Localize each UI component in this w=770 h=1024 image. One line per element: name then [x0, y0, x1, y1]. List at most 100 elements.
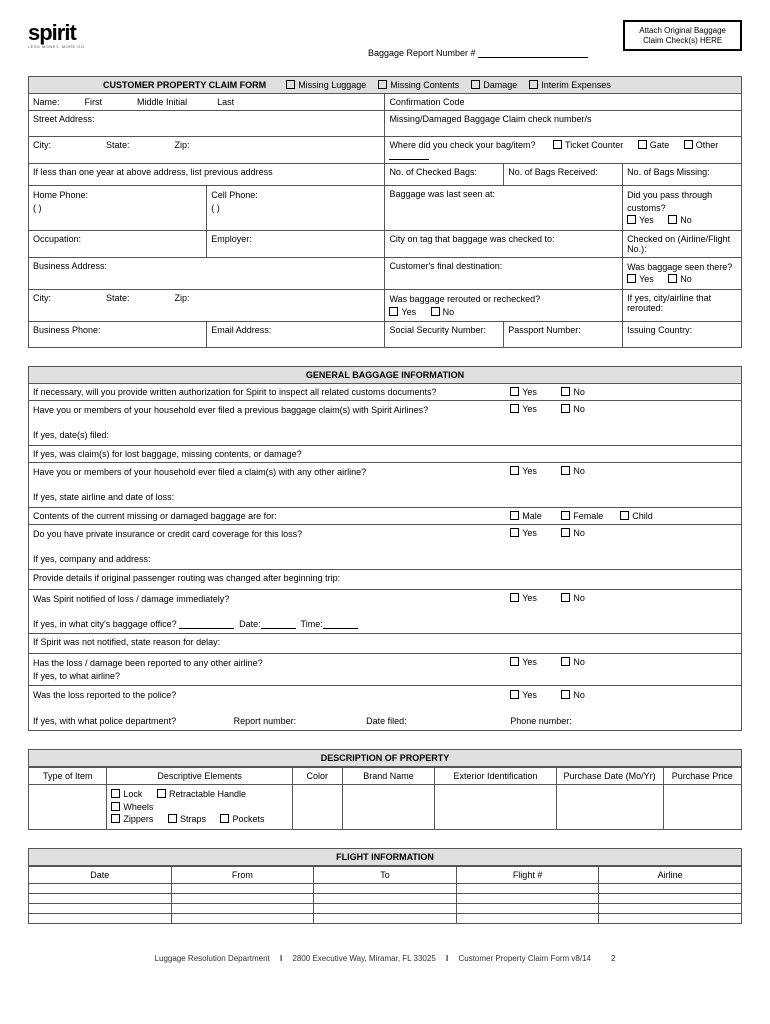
opt-missing-luggage[interactable]: Missing Luggage: [286, 80, 366, 90]
flight-row[interactable]: [171, 894, 314, 904]
flight-row[interactable]: [314, 914, 457, 924]
opt-lock[interactable]: Lock: [111, 788, 142, 801]
flight-row[interactable]: [314, 894, 457, 904]
q11-yn[interactable]: Yes No Phone number:: [506, 686, 741, 731]
rerouted-cell[interactable]: Was baggage rerouted or rechecked? Yes N…: [385, 289, 623, 321]
prop-extid-cell[interactable]: [435, 785, 556, 830]
q11-yes[interactable]: Yes: [510, 689, 537, 702]
prev-addr-cell[interactable]: If less than one year at above address, …: [29, 164, 385, 186]
flight-row[interactable]: [599, 894, 742, 904]
q6-yes[interactable]: Yes: [510, 528, 537, 538]
opt-zippers[interactable]: Zippers: [111, 813, 153, 826]
email-cell[interactable]: Email Address:: [207, 322, 385, 348]
q6-no[interactable]: No: [561, 528, 585, 538]
opt-ticket-counter[interactable]: Ticket Counter: [553, 140, 623, 150]
customs-yes[interactable]: Yes: [627, 214, 654, 227]
flight-row[interactable]: [599, 914, 742, 924]
passport-cell[interactable]: Passport Number:: [504, 322, 623, 348]
claim-check-cell[interactable]: Missing/Damaged Baggage Claim check numb…: [385, 111, 742, 137]
q10-no[interactable]: No: [561, 657, 585, 667]
employer-cell[interactable]: Employer:: [207, 230, 385, 257]
q9-cell[interactable]: If Spirit was not notified, state reason…: [29, 634, 742, 654]
opt-damage[interactable]: Damage: [471, 80, 517, 90]
flight-row[interactable]: [171, 884, 314, 894]
prop-brand-cell[interactable]: [342, 785, 435, 830]
rerouted-by-cell[interactable]: If yes, city/airline that rerouted:: [623, 289, 742, 321]
last-seen-cell[interactable]: Baggage was last seen at:: [385, 186, 623, 231]
q8-yes[interactable]: Yes: [510, 593, 537, 603]
q5-male[interactable]: Male: [510, 511, 542, 521]
q1-yn[interactable]: Yes No: [506, 384, 741, 401]
biz-phone-cell[interactable]: Business Phone:: [29, 322, 207, 348]
q2-yes[interactable]: Yes: [510, 404, 537, 414]
flight-row[interactable]: [314, 884, 457, 894]
cell-phone-cell[interactable]: Cell Phone: ( ): [207, 186, 385, 231]
customs-cell[interactable]: Did you pass through customs? Yes No: [623, 186, 742, 231]
q2-cell[interactable]: Have you or members of your household ev…: [29, 401, 507, 446]
opt-straps[interactable]: Straps: [168, 813, 206, 826]
ssn-cell[interactable]: Social Security Number:: [385, 322, 504, 348]
q1-no[interactable]: No: [561, 387, 585, 397]
flight-row[interactable]: [29, 904, 172, 914]
q4-yes[interactable]: Yes: [510, 466, 537, 476]
q6-yn[interactable]: Yes No: [506, 524, 741, 569]
q4-cell[interactable]: Have you or members of your household ev…: [29, 462, 507, 507]
flight-row[interactable]: [171, 904, 314, 914]
flight-row[interactable]: [29, 894, 172, 904]
opt-interim-expenses[interactable]: Interim Expenses: [529, 80, 611, 90]
where-check-cell[interactable]: Where did you check your bag/item? Ticke…: [385, 137, 742, 164]
home-phone-cell[interactable]: Home Phone: ( ): [29, 186, 207, 231]
flight-row[interactable]: [456, 884, 599, 894]
prop-desc-cell[interactable]: Lock Retractable Handle Wheels Zippers S…: [107, 785, 292, 830]
flight-row[interactable]: [314, 904, 457, 914]
prop-date-cell[interactable]: [556, 785, 663, 830]
name-cell[interactable]: Name: First Middle Initial Last: [29, 94, 385, 111]
q11-cell[interactable]: Was the loss reported to the police? If …: [29, 686, 507, 731]
q10-cell[interactable]: Has the loss / damage been reported to a…: [29, 654, 507, 686]
seen-there-cell[interactable]: Was baggage seen there? Yes No: [623, 257, 742, 289]
q3-cell[interactable]: If yes, was claim(s) for lost baggage, m…: [29, 445, 742, 462]
q2-no[interactable]: No: [561, 404, 585, 414]
checked-on-cell[interactable]: Checked on (Airline/Flight No.):: [623, 230, 742, 257]
flight-row[interactable]: [456, 904, 599, 914]
opt-gate[interactable]: Gate: [638, 140, 670, 150]
q5-child[interactable]: Child: [620, 511, 653, 521]
flight-row[interactable]: [29, 884, 172, 894]
flight-row[interactable]: [171, 914, 314, 924]
flight-row[interactable]: [599, 904, 742, 914]
seen-yes[interactable]: Yes: [627, 273, 654, 286]
q6-cell[interactable]: Do you have private insurance or credit …: [29, 524, 507, 569]
opt-other[interactable]: Other: [684, 140, 719, 150]
city-state-zip2-cell[interactable]: City: State: Zip:: [29, 289, 385, 321]
q4-no[interactable]: No: [561, 466, 585, 476]
no-checked-cell[interactable]: No. of Checked Bags:: [385, 164, 504, 186]
flight-row[interactable]: [29, 914, 172, 924]
opt-wheels[interactable]: Wheels: [111, 801, 153, 814]
customs-no[interactable]: No: [668, 214, 692, 227]
q5-opts[interactable]: Male Female Child: [506, 507, 741, 524]
opt-pockets[interactable]: Pockets: [220, 813, 264, 826]
city-tag-cell[interactable]: City on tag that baggage was checked to:: [385, 230, 623, 257]
q11-no[interactable]: No: [561, 689, 585, 702]
no-missing-cell[interactable]: No. of Bags Missing:: [623, 164, 742, 186]
rerouted-no[interactable]: No: [431, 306, 455, 319]
occupation-cell[interactable]: Occupation:: [29, 230, 207, 257]
street-cell[interactable]: Street Address:: [29, 111, 385, 137]
q4-yn[interactable]: Yes No: [506, 462, 741, 507]
q1-cell[interactable]: If necessary, will you provide written a…: [29, 384, 507, 401]
q8-yn[interactable]: Yes No: [506, 589, 741, 634]
opt-missing-contents[interactable]: Missing Contents: [378, 80, 459, 90]
prop-color-cell[interactable]: [292, 785, 342, 830]
q8-cell[interactable]: Was Spirit notified of loss / damage imm…: [29, 589, 507, 634]
q7-cell[interactable]: Provide details if original passenger ro…: [29, 569, 742, 589]
q10-yn[interactable]: Yes No: [506, 654, 741, 686]
q10-yes[interactable]: Yes: [510, 657, 537, 667]
no-received-cell[interactable]: No. of Bags Received:: [504, 164, 623, 186]
prop-type-cell[interactable]: [29, 785, 107, 830]
confirmation-cell[interactable]: Confirmation Code: [385, 94, 742, 111]
q5-female[interactable]: Female: [561, 511, 603, 521]
seen-no[interactable]: No: [668, 273, 692, 286]
final-dest-cell[interactable]: Customer's final destination:: [385, 257, 623, 289]
q2-yn[interactable]: Yes No: [506, 401, 741, 446]
rerouted-yes[interactable]: Yes: [389, 306, 416, 319]
